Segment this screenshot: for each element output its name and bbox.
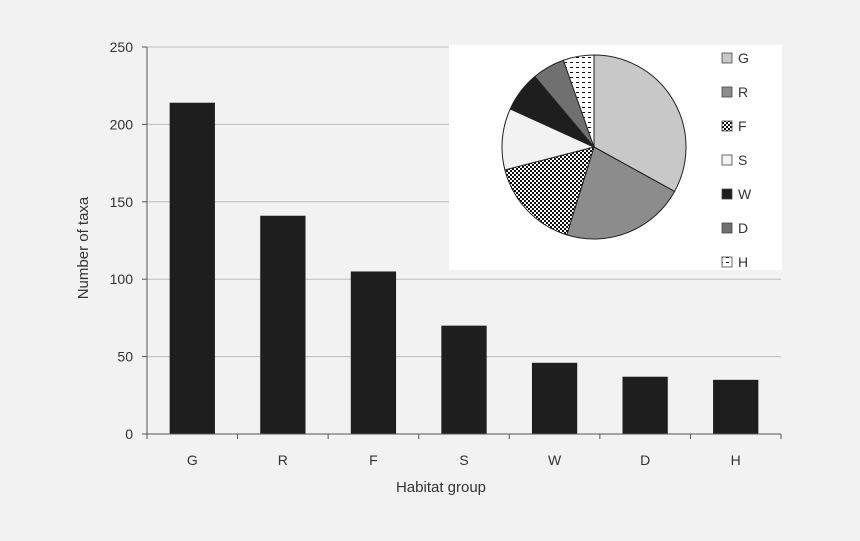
legend-swatch-W — [721, 188, 733, 200]
x-tick-label: R — [278, 452, 288, 468]
x-tick-label: F — [369, 452, 378, 468]
bar-D — [622, 376, 668, 434]
pie-slice-H — [562, 54, 595, 148]
legend-swatch-H — [721, 256, 733, 268]
pie-slice-F — [504, 146, 595, 236]
legend-swatch-D — [721, 222, 733, 234]
bar-W — [531, 362, 578, 434]
y-tick-label: 250 — [110, 39, 134, 55]
x-axis-title: Habitat group — [396, 479, 486, 496]
legend-label-F: F — [738, 118, 747, 134]
x-tick-label: H — [731, 452, 741, 468]
pie-inset: G R F S W D H — [449, 45, 782, 270]
bar-axes: 0 50 100 150 200 250 G R F S W D H — [110, 39, 782, 468]
bar-G — [169, 102, 215, 434]
x-tick-label: G — [187, 452, 198, 468]
pie-slice-G — [593, 54, 687, 193]
y-tick-label: 200 — [110, 116, 134, 132]
legend-label-R: R — [738, 84, 748, 100]
y-tick-label: 150 — [110, 194, 134, 210]
pie-legend: G R F S W D H — [721, 50, 752, 270]
x-tick-label: W — [548, 452, 562, 468]
bar-H — [713, 379, 759, 434]
y-tick-label: 100 — [110, 271, 134, 287]
legend-label-W: W — [738, 186, 752, 202]
legend-swatch-G — [721, 52, 733, 64]
legend-label-S: S — [738, 152, 747, 168]
bar-series — [169, 102, 759, 434]
pie-slices — [501, 54, 687, 240]
y-tick-label: 50 — [117, 349, 133, 365]
x-tick-label: S — [459, 452, 468, 468]
x-tick-label: D — [640, 452, 650, 468]
legend-label-G: G — [738, 50, 749, 66]
bar-S — [441, 325, 487, 434]
y-tick-label: 0 — [125, 426, 133, 442]
legend-swatch-R — [721, 86, 733, 98]
legend-swatch-F — [721, 120, 733, 132]
legend-label-D: D — [738, 220, 748, 236]
pie-slice-R — [566, 146, 676, 240]
bar-F — [350, 271, 397, 434]
legend-label-H: H — [738, 254, 748, 270]
legend-swatch-S — [721, 154, 733, 166]
y-axis-title: Number of taxa — [75, 196, 92, 299]
bar-R — [260, 215, 306, 434]
